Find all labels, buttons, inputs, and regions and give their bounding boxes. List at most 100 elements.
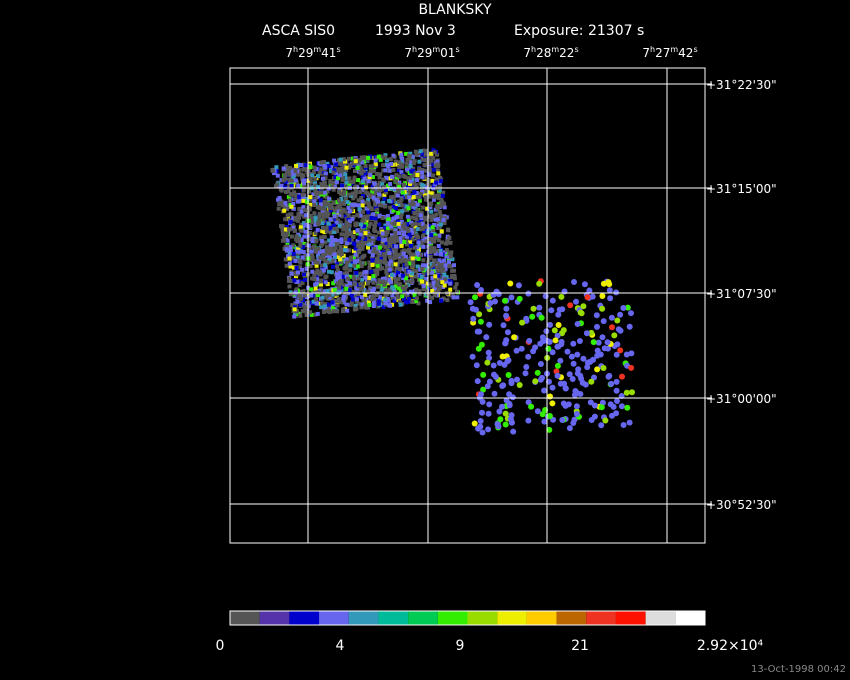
pixel [523, 364, 530, 370]
pixel [623, 389, 630, 396]
ra-value: 29 [417, 46, 432, 60]
pixel [442, 274, 447, 279]
pixel [361, 214, 366, 219]
ra-label: 7h29m41s [285, 45, 340, 60]
pixel [301, 188, 306, 193]
pixel [419, 275, 424, 279]
pixel [547, 321, 553, 328]
pixel [379, 287, 384, 292]
pixel [310, 173, 315, 178]
pixel [436, 196, 441, 201]
pixel [355, 239, 360, 244]
pixel [536, 280, 543, 287]
pixel [307, 207, 312, 212]
pixel [387, 198, 392, 203]
pixel [354, 306, 359, 311]
pixel [388, 280, 393, 285]
pixel [299, 172, 304, 177]
ra-value: 7 [285, 46, 293, 60]
pixel [617, 347, 624, 354]
pixel [329, 242, 334, 247]
pixel [357, 236, 362, 241]
pixel [313, 196, 318, 201]
pixel [392, 240, 397, 244]
pixel [308, 263, 313, 268]
pixel [402, 258, 407, 263]
pixel [504, 329, 511, 336]
pixel [423, 192, 428, 197]
pixel [609, 324, 615, 331]
pixel [371, 167, 376, 172]
pixel [323, 165, 328, 170]
pixel [393, 251, 398, 256]
pixel [473, 362, 480, 369]
pixel [483, 334, 490, 341]
pixel [294, 197, 298, 202]
pixel [519, 319, 526, 326]
pixel [303, 308, 308, 313]
pixel [325, 161, 330, 166]
pixel [372, 286, 377, 291]
pixel [384, 241, 389, 246]
pixel [546, 413, 553, 419]
pixel [486, 321, 493, 328]
pixel [337, 189, 342, 194]
pixel [452, 263, 456, 268]
pixel [400, 190, 405, 195]
pixel [506, 391, 513, 398]
pixel [299, 195, 304, 200]
pixel [499, 403, 505, 410]
pixel [371, 234, 376, 239]
pixel [454, 282, 459, 287]
ra-unit: s [336, 45, 340, 54]
pixel [417, 244, 422, 249]
pixel [435, 217, 440, 222]
pixel [478, 341, 485, 348]
pixel [385, 226, 390, 231]
pixel [403, 254, 408, 259]
pixel [316, 185, 320, 190]
pixel [343, 214, 348, 219]
pixel [598, 404, 605, 411]
pixel [430, 225, 435, 230]
pixel [340, 214, 344, 219]
pixel [330, 300, 335, 305]
pixel [395, 261, 400, 266]
pixel [378, 259, 383, 264]
pixel [417, 198, 422, 203]
pixel [382, 196, 387, 201]
pixel [363, 275, 368, 280]
pixel [414, 287, 419, 292]
pixel [396, 298, 401, 302]
pixel [371, 304, 376, 308]
pixel [413, 216, 417, 221]
pixel [310, 220, 315, 225]
pixel [331, 229, 336, 234]
pixel [414, 269, 418, 274]
pixel [410, 300, 415, 304]
pixel [406, 299, 411, 304]
pixel [567, 302, 574, 309]
pixel [436, 238, 441, 243]
pixel [306, 218, 311, 223]
pixel [417, 291, 422, 296]
pixel [345, 271, 349, 276]
pixel [357, 286, 362, 291]
pixel [331, 223, 336, 228]
pixel [291, 175, 296, 179]
pixel [370, 236, 375, 241]
pixel [364, 272, 369, 277]
pixel [319, 182, 324, 187]
pixel [502, 340, 509, 347]
pixel [444, 279, 449, 284]
pixel [285, 170, 289, 175]
pixel [298, 302, 303, 307]
pixel [321, 219, 326, 223]
pixel [396, 210, 401, 215]
pixel [368, 238, 373, 243]
pixel [599, 293, 606, 299]
pixel [338, 270, 343, 275]
pixel [418, 213, 423, 218]
pixel [287, 256, 292, 261]
pixel [410, 256, 415, 261]
